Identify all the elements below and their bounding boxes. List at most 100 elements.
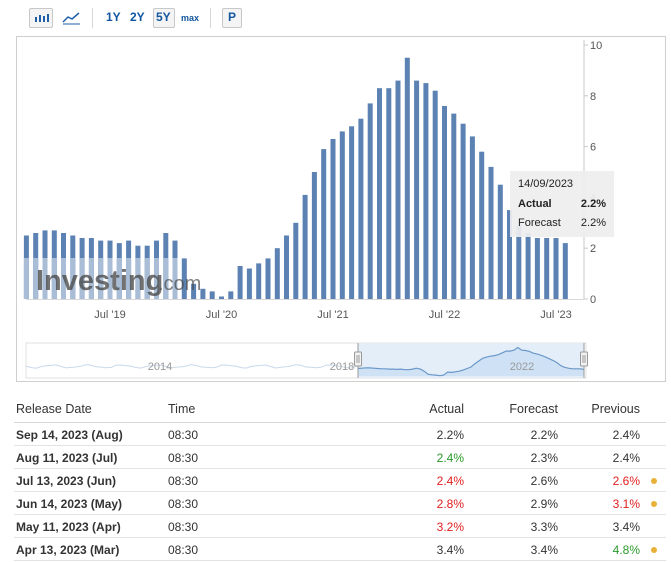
bar[interactable]	[553, 238, 559, 299]
bar[interactable]	[516, 225, 522, 299]
y-tick-label: 2	[590, 243, 596, 255]
bar[interactable]	[302, 194, 308, 299]
bar[interactable]	[274, 248, 280, 299]
previous-cell: 2.6%	[612, 474, 640, 488]
release-date-cell: Jun 14, 2023 (May)	[16, 497, 123, 511]
bar[interactable]	[488, 166, 494, 299]
actual-cell: 2.2%	[436, 428, 464, 442]
watermark-suffix: .com	[158, 273, 201, 295]
bar[interactable]	[460, 123, 466, 299]
header-previous[interactable]: Previous	[591, 402, 640, 416]
bar[interactable]	[349, 126, 355, 299]
bar[interactable]	[209, 291, 215, 299]
time-cell: 08:30	[168, 428, 199, 442]
toolbar-separator	[210, 8, 211, 28]
bar[interactable]	[432, 90, 438, 299]
tooltip-forecast-value: 2.2%	[580, 217, 606, 229]
bar[interactable]	[544, 238, 550, 299]
release-date-cell: Jul 13, 2023 (Jun)	[16, 474, 117, 488]
actual-cell: 3.4%	[436, 543, 464, 557]
tooltip-actual-value: 2.2%	[580, 198, 606, 210]
bar[interactable]	[404, 57, 410, 300]
range-1y[interactable]: 1Y	[106, 10, 121, 24]
bar[interactable]	[497, 184, 503, 299]
bar[interactable]	[284, 235, 289, 300]
bar-chart-button[interactable]	[29, 8, 53, 28]
bar[interactable]	[377, 88, 382, 299]
bar[interactable]	[246, 268, 252, 300]
bar[interactable]	[534, 238, 540, 299]
bar[interactable]	[386, 88, 392, 299]
bar[interactable]	[265, 258, 271, 299]
table-row: Aug 11, 2023 (Jul) 08:30 2.4% 2.3% 2.4%	[14, 446, 666, 469]
bar[interactable]	[219, 296, 224, 300]
x-tick-label: Jul '22	[429, 309, 460, 321]
bar[interactable]	[228, 291, 234, 299]
y-tick-label: 8	[590, 91, 596, 103]
toolbar-separator	[92, 8, 93, 28]
range-5y-button[interactable]	[153, 8, 175, 28]
tooltip-actual-row: Actual 2.2%	[518, 198, 606, 210]
tooltip-date: 14/09/2023	[518, 178, 574, 190]
bar[interactable]	[507, 210, 512, 299]
navigator-left-handle[interactable]	[354, 351, 362, 367]
navigator-history-line	[25, 364, 357, 369]
bar[interactable]	[293, 222, 299, 299]
line-chart-icon	[62, 12, 80, 25]
bar[interactable]	[479, 151, 485, 299]
bar[interactable]	[321, 149, 327, 299]
previous-cell: 2.4%	[612, 451, 640, 465]
bar-faded-segment	[88, 258, 94, 299]
bar[interactable]	[469, 136, 475, 299]
bar[interactable]	[442, 106, 447, 299]
bar[interactable]	[414, 80, 420, 299]
header-actual[interactable]: Actual	[429, 402, 464, 416]
bar-faded-segment	[116, 258, 122, 299]
x-tick-label: Jul '21	[317, 309, 348, 321]
forecast-cell: 2.3%	[530, 451, 558, 465]
navigator-right-handle[interactable]	[580, 351, 588, 367]
bar[interactable]	[451, 113, 457, 299]
bar[interactable]	[367, 103, 373, 300]
header-forecast[interactable]: Forecast	[509, 402, 558, 416]
range-5y[interactable]: 5Y	[156, 10, 171, 24]
bar[interactable]	[200, 288, 206, 299]
range-max[interactable]: max	[181, 13, 200, 23]
revised-indicator-dot[interactable]	[651, 478, 657, 484]
bar[interactable]	[339, 131, 345, 299]
header-release-date[interactable]: Release Date	[16, 402, 92, 416]
bar-faded-segment	[70, 258, 76, 299]
revised-indicator-dot[interactable]	[651, 547, 657, 553]
bar[interactable]	[256, 263, 262, 299]
bar[interactable]	[311, 172, 317, 299]
bar[interactable]	[181, 258, 187, 299]
header-time[interactable]: Time	[168, 402, 196, 416]
navigator-year-label: 2018	[330, 361, 354, 373]
release-date-cell: May 11, 2023 (Apr)	[16, 520, 121, 534]
bar-faded-segment	[51, 258, 57, 299]
bar[interactable]	[237, 266, 243, 299]
table-row: Jun 14, 2023 (May) 08:30 2.8% 2.9% 3.1%	[14, 492, 666, 515]
line-chart-button[interactable]	[59, 8, 83, 28]
bar[interactable]	[423, 83, 429, 299]
bar-faded-segment	[42, 258, 48, 299]
actual-cell: 3.2%	[436, 520, 464, 534]
print-label[interactable]: P	[228, 10, 237, 24]
actual-cell: 2.4%	[436, 451, 464, 465]
range-2y[interactable]: 2Y	[130, 10, 145, 24]
print-button[interactable]	[222, 8, 242, 28]
bar[interactable]	[395, 80, 401, 299]
revised-indicator-dot[interactable]	[651, 501, 657, 507]
bar[interactable]	[562, 243, 568, 299]
bar[interactable]	[358, 118, 364, 299]
bar[interactable]	[525, 233, 531, 299]
bar-faded-segment	[79, 258, 85, 299]
bar-faded-segment	[172, 258, 178, 299]
navigator[interactable]: 2014 2018 2022	[25, 342, 588, 379]
bar[interactable]	[330, 139, 336, 299]
bar-chart-icon	[35, 14, 49, 22]
table-row: Apr 13, 2023 (Mar) 08:30 3.4% 3.4% 4.8%	[14, 538, 666, 561]
bar[interactable]	[191, 283, 197, 299]
bar-faded-segment	[61, 258, 66, 299]
